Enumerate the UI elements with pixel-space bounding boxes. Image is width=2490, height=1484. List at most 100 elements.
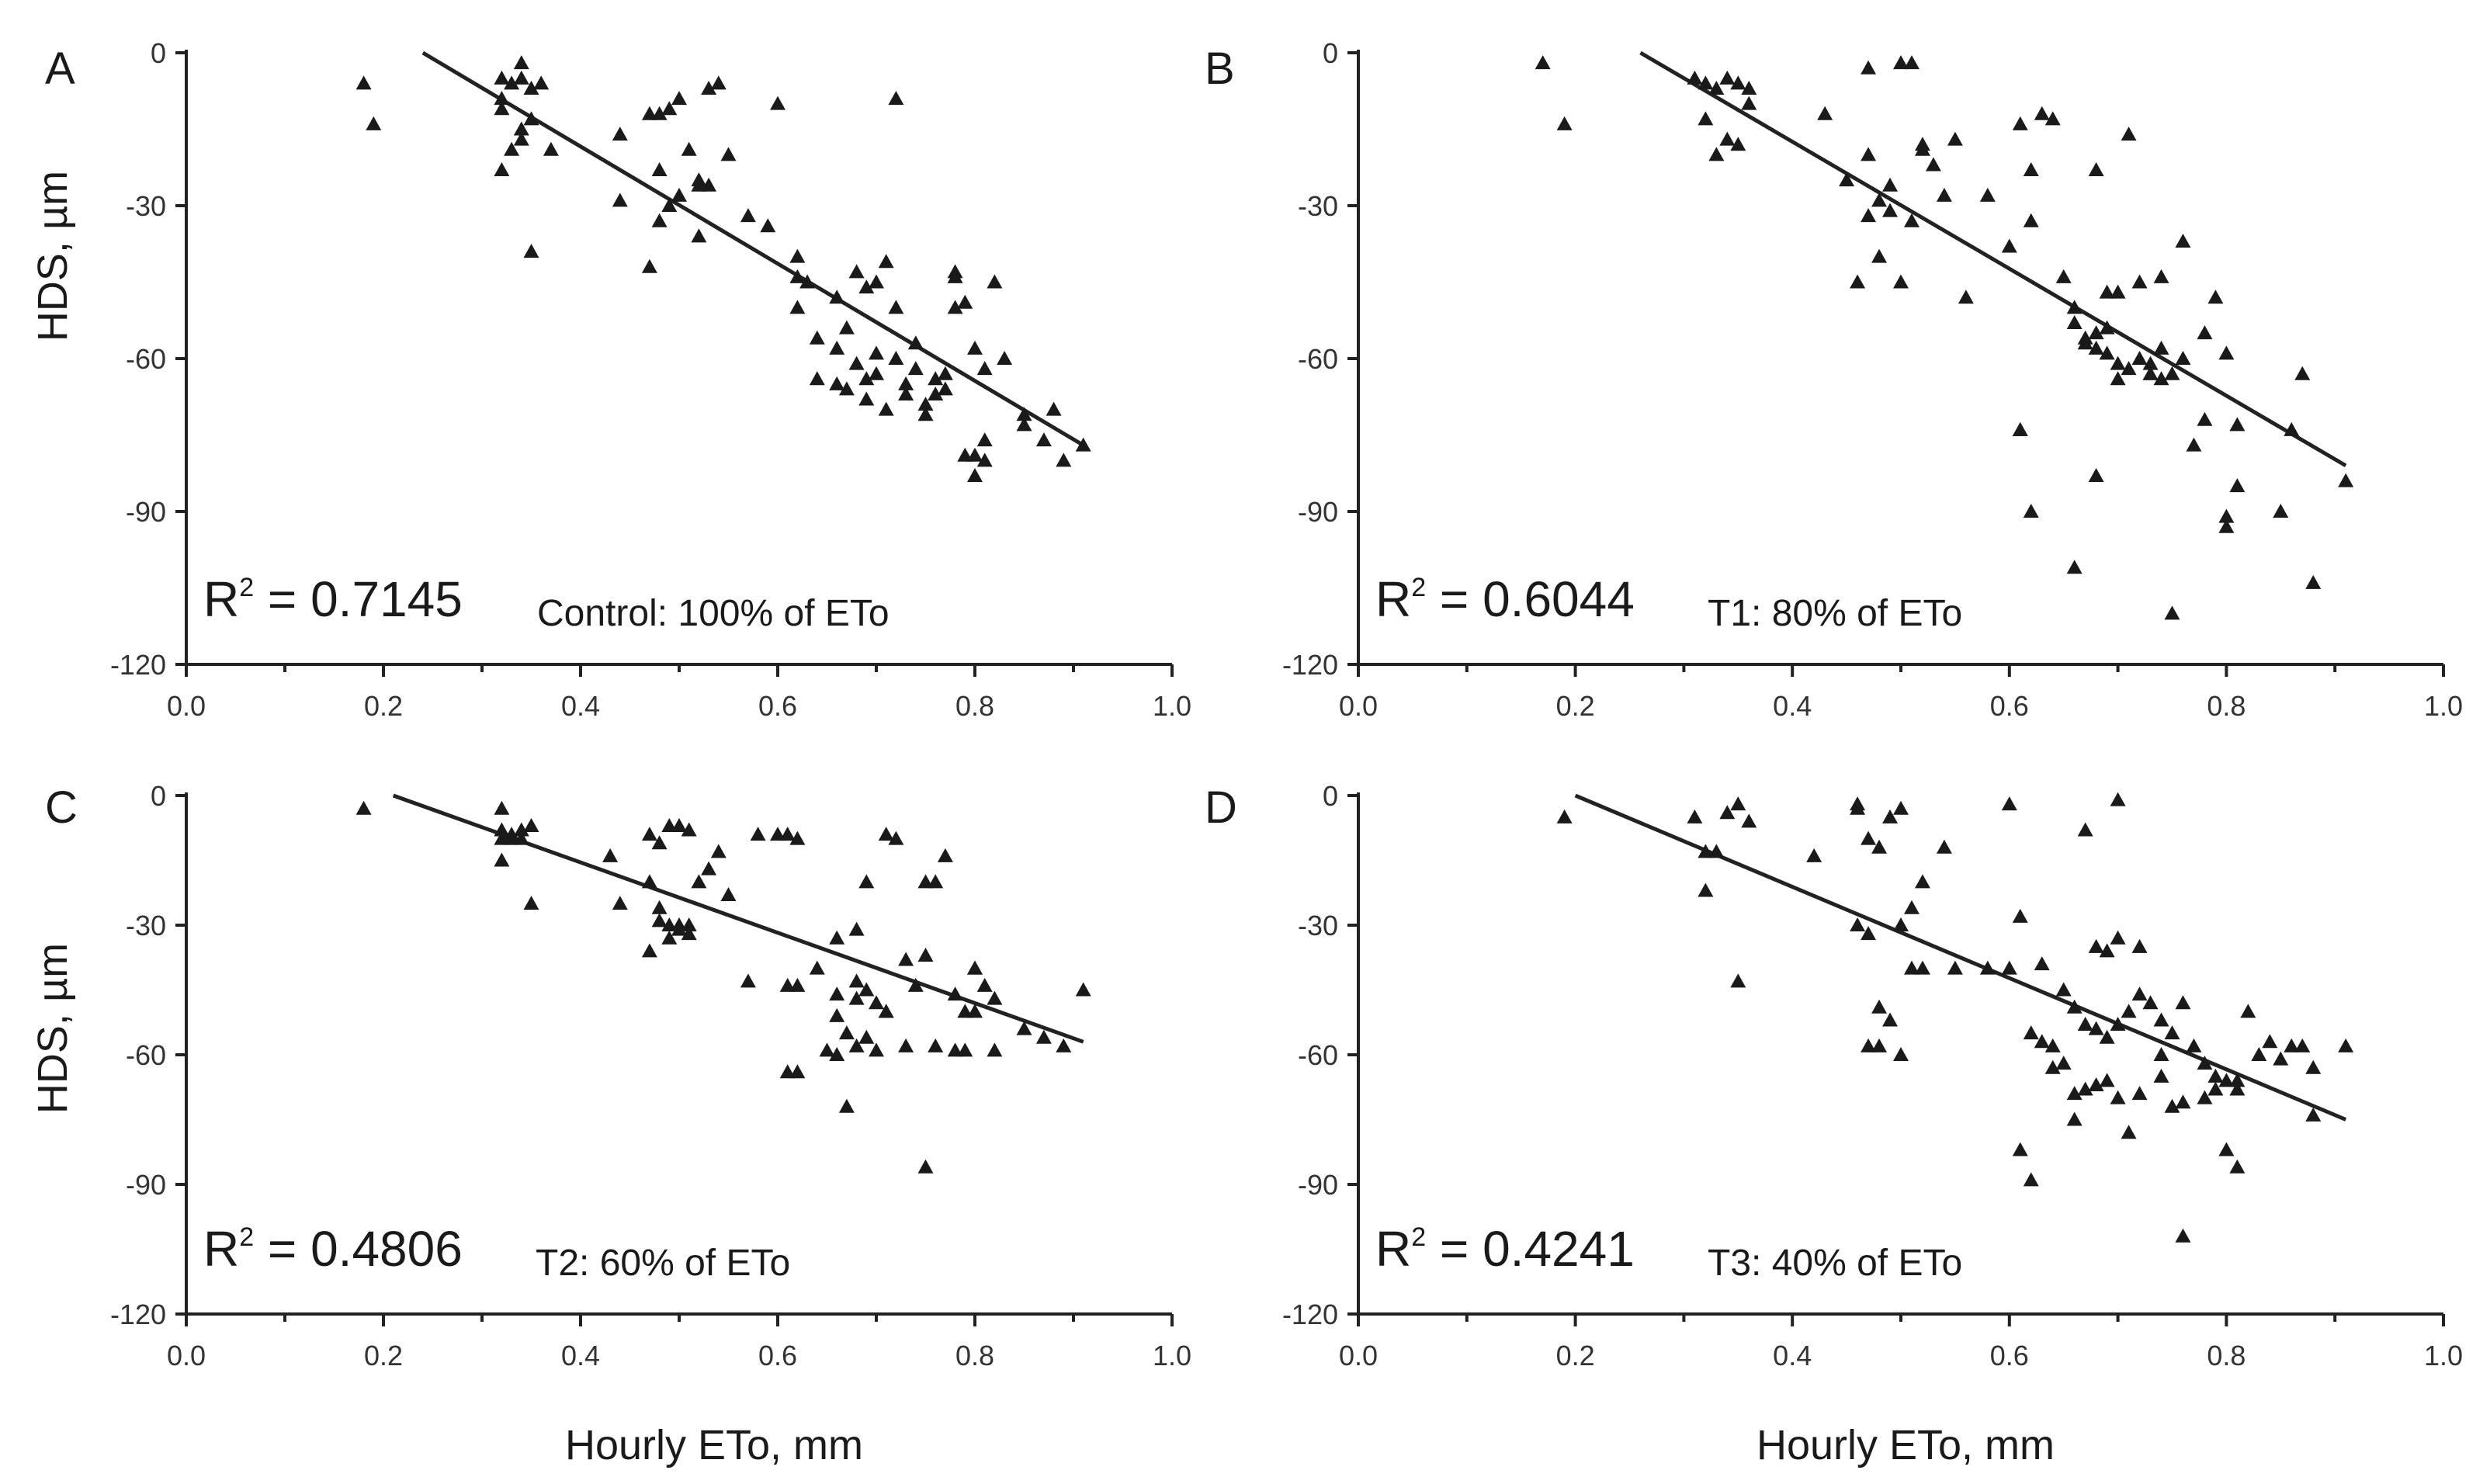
data-point [2055,269,2072,283]
data-point [1861,208,1877,223]
data-point [770,827,785,841]
data-point [1958,290,1974,304]
data-point [720,147,737,161]
trendline [1639,50,2347,468]
data-point [2055,1056,2072,1070]
data-point [504,827,520,841]
data-point [799,274,816,289]
data-point [1893,800,1909,815]
data-point [1719,805,1736,820]
y-tick-label: -60 [126,343,166,375]
r-squared-label: R2 = 0.6044 [1375,571,1635,627]
data-point [947,986,963,1001]
data-point [1016,407,1032,421]
data-point [612,127,628,141]
data-point [661,930,678,945]
data-point [2284,1038,2300,1052]
r-squared-label: R2 = 0.4806 [203,1221,463,1277]
data-point [2012,116,2028,130]
data-point [770,95,785,110]
data-point [848,264,865,279]
x-tick-label: 0.8 [955,1340,994,1371]
treatment-label: T3: 40% of ETo [1708,1243,1962,1284]
data-point [641,258,657,273]
data-point [789,977,806,992]
x-tick-label: 0.6 [1990,1340,2029,1371]
data-point [2218,345,2235,360]
data-point [523,80,539,95]
data-point [2164,366,2180,380]
y-axis-title-bottom: HDS, µm [29,943,76,1114]
x-tick-label: 0.2 [364,690,403,722]
data-point [523,111,539,126]
data-point [2121,127,2137,141]
data-point [2099,943,2115,958]
data-point [612,896,628,910]
r2-symbol: R [203,571,239,627]
data-point [888,300,904,314]
data-point [661,817,678,832]
data-point [355,800,372,815]
data-point [1861,1038,1877,1052]
data-point [2229,478,2246,493]
y-tick-label: -60 [126,1039,166,1071]
data-point [1708,80,1725,95]
data-point [671,917,687,931]
data-point [681,926,697,941]
data-point [838,1025,855,1040]
data-point [740,973,756,988]
data-point [2023,162,2039,177]
data-point [691,172,707,187]
data-point [869,995,884,1010]
y-tick-label: -90 [1298,1169,1338,1201]
data-point [1936,839,1952,854]
data-point [701,80,717,95]
data-point [2153,269,2169,283]
x-tick-label: 0.2 [1556,690,1595,722]
data-point [789,269,806,283]
y-tick-label: 0 [1323,780,1338,812]
data-point [2175,351,2191,365]
data-point [1719,70,1736,85]
data-point [1893,1047,1909,1061]
data-point [1730,973,1746,988]
data-point [2066,999,2083,1014]
data-point [1535,55,1551,70]
r2-value: = 0.4806 [254,1221,463,1277]
data-point [661,101,678,116]
data-point [1893,55,1909,70]
x-tick-label: 0.4 [561,1340,600,1371]
data-point [1914,874,1930,889]
data-point [602,848,619,862]
data-point [1016,1021,1032,1035]
data-point [2142,366,2159,380]
data-point [2218,1073,2235,1087]
data-point [2218,518,2235,533]
data-point [957,1004,973,1018]
data-point [789,1064,806,1079]
data-point [1850,274,1866,289]
data-point [494,70,510,85]
data-point [967,340,983,355]
data-point [858,874,875,889]
r2-superscript: 2 [239,573,254,602]
r2-value: = 0.6044 [1426,571,1635,627]
r2-superscript: 2 [1411,1222,1426,1252]
data-point [543,141,559,156]
data-point [2229,1073,2246,1087]
data-point [2262,1034,2278,1049]
data-point [898,952,914,966]
data-point [2034,1034,2050,1049]
data-point [2012,1142,2028,1156]
data-point [2012,421,2028,436]
data-point [2077,1081,2093,1096]
data-point [1075,982,1091,997]
data-point [2066,300,2083,314]
data-point [651,835,668,850]
x-tick-label: 0.4 [1773,690,1812,722]
data-point [2077,335,2093,350]
data-point [2142,995,2159,1010]
